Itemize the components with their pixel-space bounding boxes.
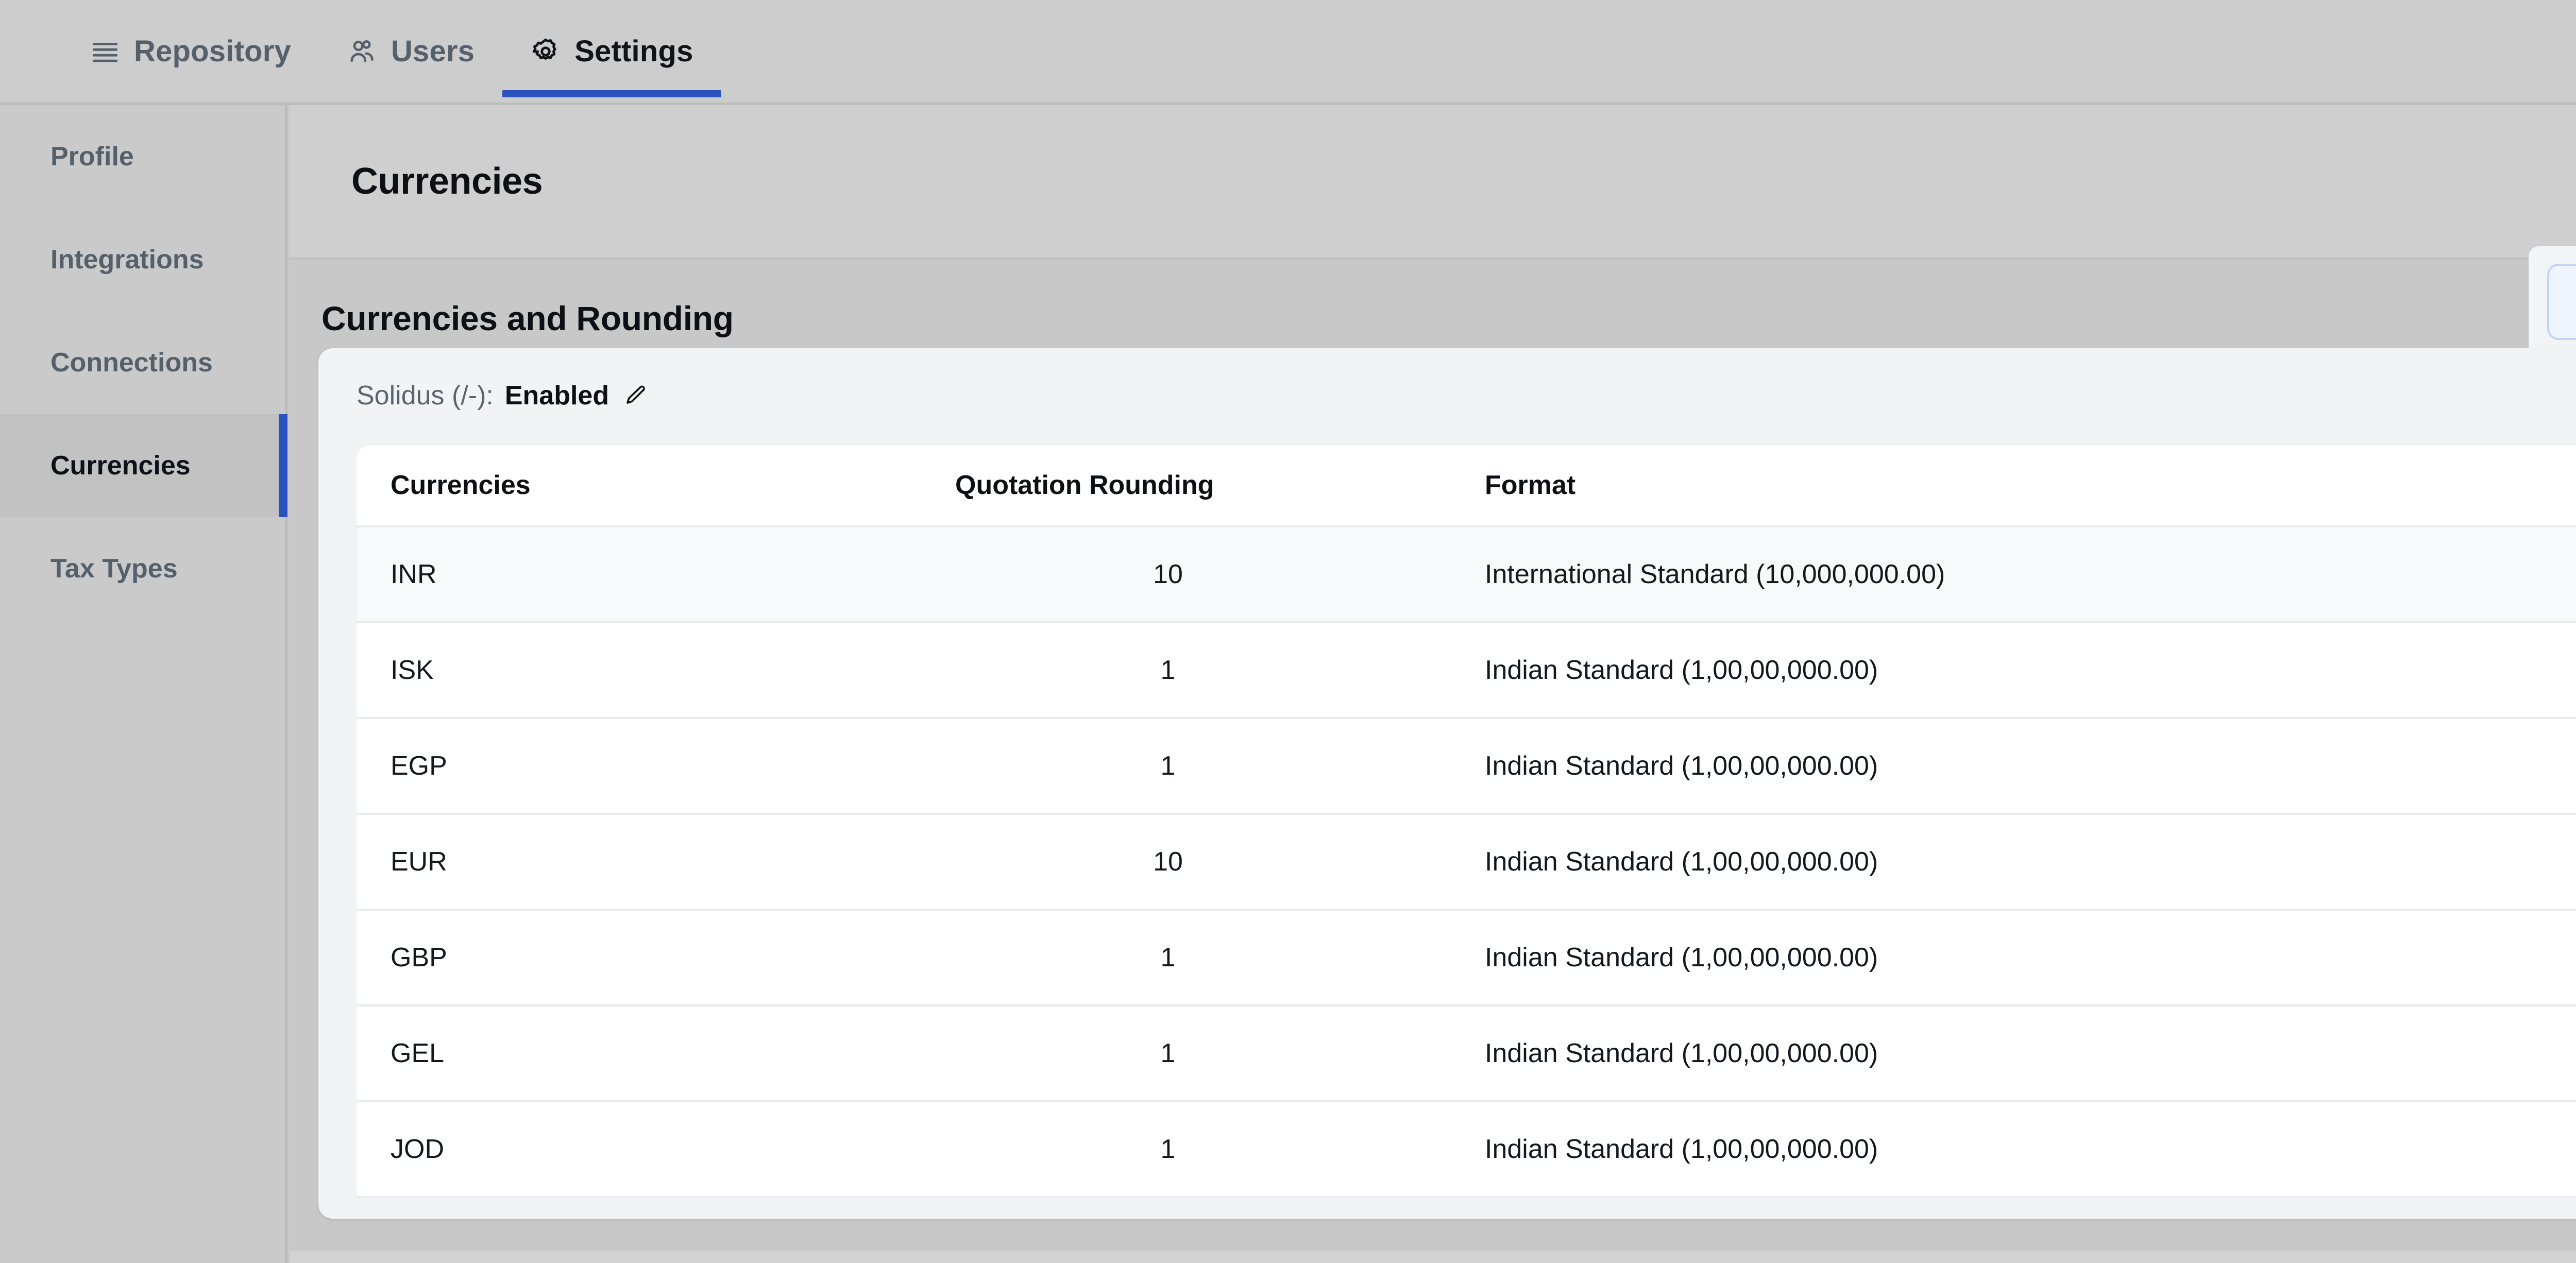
content-area: Profile Integrations Connections Currenc… bbox=[0, 105, 2576, 1263]
sidebar-item-integrations[interactable]: Integrations bbox=[0, 208, 285, 311]
add-currencies-button[interactable]: + Add Currencies bbox=[2547, 264, 2576, 340]
table-row[interactable]: GBP 1 Indian Standard (1,00,00,000.00) bbox=[357, 911, 2576, 1006]
pencil-icon[interactable] bbox=[623, 383, 648, 408]
horizontal-scrollbar[interactable] bbox=[290, 1251, 2576, 1263]
settings-sidebar: Profile Integrations Connections Currenc… bbox=[0, 105, 287, 1263]
cell-currency: EUR bbox=[391, 847, 447, 877]
solidus-value: Enabled bbox=[504, 381, 609, 411]
menu-icon bbox=[90, 36, 121, 67]
sidebar-item-label: Integrations bbox=[50, 245, 204, 275]
top-navigation-bar: Repository Users bbox=[0, 0, 2576, 103]
cell-format: Indian Standard (1,00,00,000.00) bbox=[1485, 655, 1878, 685]
users-icon bbox=[347, 36, 378, 67]
table-row[interactable]: JOD 1 Indian Standard (1,00,00,000.00) bbox=[357, 1102, 2576, 1197]
table-row[interactable]: GEL 1 Indian Standard (1,00,00,000.00) bbox=[357, 1006, 2576, 1102]
gear-icon bbox=[530, 36, 561, 67]
cell-format: Indian Standard (1,00,00,000.00) bbox=[1485, 1038, 1878, 1068]
cell-rounding: 1 bbox=[1160, 655, 1176, 685]
cell-format: International Standard (10,000,000.00) bbox=[1485, 559, 1945, 589]
sidebar-item-label: Currencies bbox=[50, 451, 191, 481]
cell-rounding: 1 bbox=[1160, 943, 1176, 972]
section-title: Currencies and Rounding bbox=[321, 299, 734, 337]
section-header: Currencies and Rounding bbox=[290, 262, 2576, 375]
nav-tab-repository-label: Repository bbox=[134, 35, 291, 68]
nav-tab-settings[interactable]: Settings bbox=[502, 0, 721, 103]
currencies-card: Solidus (/-): Enabled Currencies Quotati… bbox=[318, 348, 2576, 1219]
nav-tab-repository[interactable]: Repository bbox=[62, 0, 319, 103]
table-row[interactable]: ISK 1 Indian Standard (1,00,00,000.00) bbox=[357, 623, 2576, 719]
cell-currency: EGP bbox=[391, 751, 447, 781]
cell-rounding: 1 bbox=[1160, 751, 1176, 781]
cell-format: Indian Standard (1,00,00,000.00) bbox=[1485, 847, 1878, 877]
column-header-quotation-rounding: Quotation Rounding bbox=[955, 470, 1214, 500]
sidebar-active-indicator bbox=[279, 414, 287, 517]
sidebar-item-label: Profile bbox=[50, 142, 134, 172]
table-row[interactable]: EUR 10 Indian Standard (1,00,00,000.00) bbox=[357, 815, 2576, 911]
top-nav-tabs: Repository Users bbox=[0, 0, 721, 103]
cell-format: Indian Standard (1,00,00,000.00) bbox=[1485, 751, 1878, 781]
table-row[interactable]: EGP 1 Indian Standard (1,00,00,000.00) bbox=[357, 719, 2576, 815]
sidebar-item-connections[interactable]: Connections bbox=[0, 311, 285, 414]
nav-tab-users[interactable]: Users bbox=[319, 0, 502, 103]
cell-currency: GBP bbox=[391, 943, 447, 972]
cell-currency: GEL bbox=[391, 1038, 445, 1068]
cell-currency: ISK bbox=[391, 655, 434, 685]
cell-rounding: 10 bbox=[1153, 559, 1183, 589]
nav-tab-users-label: Users bbox=[391, 35, 475, 68]
currencies-section: Currencies and Rounding + Add Currencies… bbox=[290, 246, 2576, 1263]
nav-tab-settings-label: Settings bbox=[574, 35, 693, 68]
solidus-row: Solidus (/-): Enabled bbox=[357, 380, 648, 411]
cell-currency: INR bbox=[391, 559, 437, 589]
cell-format: Indian Standard (1,00,00,000.00) bbox=[1485, 943, 1878, 972]
cell-format: Indian Standard (1,00,00,000.00) bbox=[1485, 1134, 1878, 1164]
sidebar-item-label: Tax Types bbox=[50, 554, 178, 584]
cell-rounding: 10 bbox=[1153, 847, 1183, 877]
sidebar-item-currencies[interactable]: Currencies bbox=[0, 414, 287, 517]
add-currencies-panel: + Add Currencies bbox=[2528, 246, 2576, 364]
sidebar-item-profile[interactable]: Profile bbox=[0, 105, 285, 208]
active-tab-underline bbox=[502, 90, 721, 97]
sidebar-item-label: Connections bbox=[50, 348, 213, 378]
page-title: Currencies bbox=[351, 161, 543, 202]
solidus-label: Solidus (/-): bbox=[357, 381, 494, 411]
cell-rounding: 1 bbox=[1160, 1134, 1176, 1164]
table-header-row: Currencies Quotation Rounding Format bbox=[357, 445, 2576, 527]
cell-currency: JOD bbox=[391, 1134, 444, 1164]
sidebar-item-tax-types[interactable]: Tax Types bbox=[0, 517, 285, 620]
page-header: Currencies bbox=[290, 105, 2576, 260]
currencies-table: Currencies Quotation Rounding Format INR… bbox=[357, 445, 2576, 1197]
column-header-currencies: Currencies bbox=[391, 470, 531, 500]
main-panel: Currencies Currencies and Rounding + Add… bbox=[290, 105, 2576, 1263]
cell-rounding: 1 bbox=[1160, 1038, 1176, 1068]
column-header-format: Format bbox=[1485, 470, 1576, 500]
top-nav-divider bbox=[0, 103, 2576, 105]
table-row[interactable]: INR 10 International Standard (10,000,00… bbox=[357, 527, 2576, 623]
